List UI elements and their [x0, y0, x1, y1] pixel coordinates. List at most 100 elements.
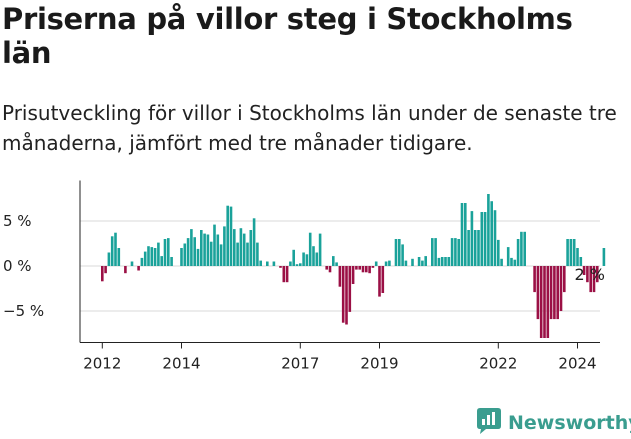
bar: [140, 257, 144, 266]
bar: [295, 264, 299, 266]
bar: [246, 242, 249, 266]
bar: [130, 261, 134, 266]
bar: [163, 239, 167, 266]
bar: [196, 248, 200, 266]
bar: [523, 231, 526, 266]
bar: [434, 238, 437, 266]
bar: [312, 246, 315, 266]
bar: [190, 229, 193, 266]
bar: [440, 257, 444, 266]
bar: [586, 266, 589, 283]
bar: [200, 230, 203, 266]
bar: [143, 251, 147, 266]
bar: [150, 247, 154, 266]
bar: [308, 232, 312, 266]
bar: [358, 266, 361, 270]
bar: [213, 224, 216, 266]
bar: [596, 266, 599, 283]
bar: [282, 266, 286, 283]
bar: [417, 257, 421, 266]
bar: [318, 233, 322, 266]
bar: [117, 248, 121, 266]
bar: [543, 266, 546, 338]
bar: [401, 244, 404, 266]
bar: [292, 249, 295, 266]
bar: [431, 238, 434, 266]
bar: [203, 233, 206, 266]
bar: [110, 236, 114, 266]
bar: [299, 263, 302, 266]
bar: [239, 228, 243, 266]
bar: [249, 230, 253, 266]
bar: [450, 238, 454, 266]
bar: [473, 230, 477, 266]
bar: [242, 233, 246, 266]
bar: [374, 261, 378, 266]
bar: [460, 203, 464, 266]
bar: [351, 266, 355, 284]
chart-title: Priserna på villor steg i Stockholms län: [2, 2, 573, 70]
y-tick-label: 5 %: [3, 212, 32, 230]
bar: [328, 266, 332, 273]
bar: [559, 266, 563, 311]
bar: [457, 239, 460, 266]
bar: [365, 266, 368, 273]
bar: [487, 194, 490, 266]
bar: [233, 229, 236, 266]
bar: [107, 252, 111, 266]
bar: [345, 266, 348, 325]
brand-name: Newsworthy: [508, 412, 631, 434]
bar: [394, 239, 398, 266]
bar: [467, 230, 470, 266]
bar: [602, 248, 606, 266]
x-tick-label: 2012: [83, 355, 121, 373]
bar: [223, 226, 226, 266]
y-tick-label: −5 %: [3, 302, 44, 320]
y-tick-label: 0 %: [3, 257, 32, 275]
bar: [325, 266, 328, 270]
bar: [338, 266, 342, 287]
bar: [147, 246, 150, 266]
bar: [411, 258, 414, 266]
bar: [424, 256, 427, 266]
bar: [477, 230, 480, 266]
bar: [180, 248, 183, 266]
bar: [589, 266, 592, 293]
bar: [497, 239, 500, 266]
bar: [563, 266, 566, 293]
bar: [579, 257, 583, 266]
bar: [335, 262, 338, 266]
bar: [216, 234, 220, 266]
bar: [209, 241, 213, 266]
bar: [454, 238, 457, 266]
bar: [160, 256, 163, 266]
bar: [153, 248, 157, 266]
bar: [384, 261, 388, 266]
bar: [206, 234, 210, 266]
bar: [546, 266, 550, 338]
bar: [421, 260, 424, 266]
bar: [272, 261, 276, 266]
bar: [104, 266, 107, 274]
x-tick-label: 2014: [162, 355, 200, 373]
bar: [500, 258, 503, 266]
bar: [444, 257, 447, 266]
bar: [259, 260, 262, 266]
bar: [582, 266, 586, 275]
bar: [289, 261, 292, 266]
bar: [368, 266, 371, 274]
bar: [252, 218, 256, 266]
latest-value-annotation: 2 %: [574, 265, 604, 284]
bar: [361, 266, 365, 273]
bar: [348, 266, 352, 312]
x-tick-label: 2017: [281, 355, 319, 373]
bar: [493, 210, 497, 266]
bar: [266, 261, 269, 266]
chat-bubble-bar-chart-icon: [476, 407, 502, 439]
x-tick-label: 2022: [479, 355, 517, 373]
bar: [183, 243, 187, 266]
bar: [302, 252, 305, 266]
bar: [572, 239, 576, 266]
bar: [536, 266, 540, 320]
bar: [539, 266, 543, 338]
